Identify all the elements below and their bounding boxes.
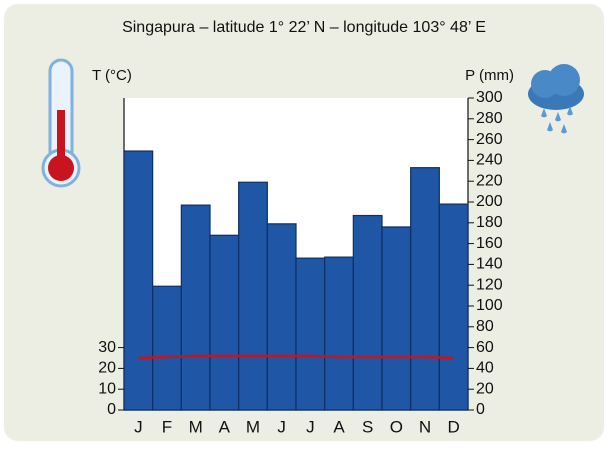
y2-tick-label: 0 [476,401,485,418]
rain-cloud-icon [528,64,584,134]
y-tick-label: 20 [98,360,116,377]
y2-tick-label: 300 [476,89,503,106]
bar [324,256,354,411]
x-tick-label: A [333,417,345,436]
y2-tick-label: 160 [476,235,503,252]
bar [238,181,268,411]
bar [352,214,383,411]
y2-tick-label: 40 [476,360,494,377]
x-tick-label: D [448,417,460,436]
y2-tick-label: 260 [476,131,503,148]
y2-tick-label: 280 [476,110,503,127]
bar [123,150,154,411]
x-tick-label: M [246,417,260,436]
x-tick-label: J [277,417,286,436]
temperature-line [138,354,454,360]
x-tick-label: J [306,417,315,436]
bar [152,285,182,411]
bar [295,257,326,411]
bar [180,204,211,411]
x-tick-label: A [219,417,231,436]
x-tick-label: O [390,417,403,436]
y-tick-label: 10 [98,380,116,397]
y2-axis-label: P (mm) [465,67,514,84]
x-tick-label: J [134,417,143,436]
chart-title: Singapura – latitude 1° 22’ N – longitud… [122,19,486,36]
y2-tick-label: 80 [476,318,494,335]
y-axis-label: T (°C) [92,67,132,84]
y2-tick-label: 200 [476,193,503,210]
x-tick-label: F [162,417,172,436]
bar [209,234,240,411]
bar [266,223,297,411]
bar [410,167,440,411]
y2-tick-label: 60 [476,339,494,356]
y2-tick-label: 220 [476,172,503,189]
x-tick-label: N [419,417,431,436]
y2-tick-label: 100 [476,297,503,314]
y2-tick-label: 240 [476,152,503,169]
y2-tick-label: 140 [476,256,503,273]
y2-tick-label: 180 [476,214,503,231]
x-tick-label: M [189,417,203,436]
y-tick-label: 0 [107,401,116,418]
y2-tick-label: 120 [476,276,503,293]
y2-tick-label: 20 [476,380,494,397]
x-tick-label: S [362,417,373,436]
thermometer-icon [41,58,81,188]
bar [438,203,469,411]
bar [381,226,412,411]
y-tick-label: 30 [98,339,116,356]
